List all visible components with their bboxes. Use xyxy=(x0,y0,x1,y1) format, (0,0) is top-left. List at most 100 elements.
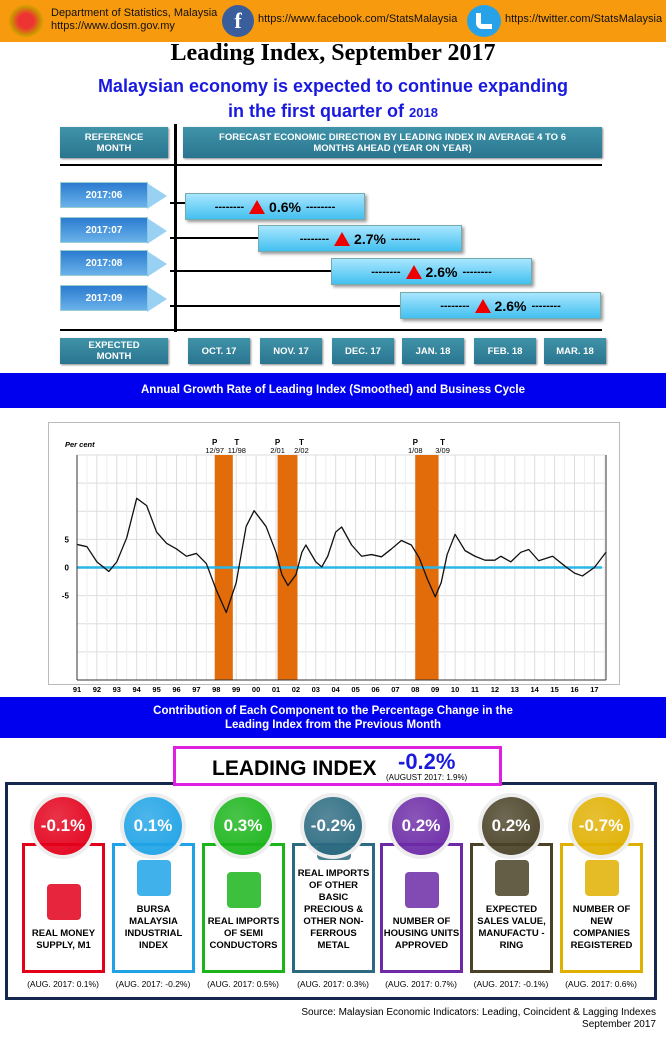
component-card-5: EXPECTED SALES VALUE, MANUFACTU -RING xyxy=(470,843,553,973)
component-card-3: REAL IMPORTS OF OTHER BASIC PRECIOUS & O… xyxy=(292,843,375,973)
page-title: Leading Index, September 2017 xyxy=(170,40,496,66)
x-tick-label: 09 xyxy=(431,685,439,694)
leading-index-box: LEADING INDEX -0.2% (AUGUST 2017: 1.9%) xyxy=(173,746,502,786)
x-tick-label: 91 xyxy=(73,685,81,694)
building-icon xyxy=(584,860,619,896)
x-tick-label: 16 xyxy=(570,685,578,694)
forecast-header: FORECAST ECONOMIC DIRECTION BY LEADING I… xyxy=(183,127,602,158)
x-tick-label: 98 xyxy=(212,685,220,694)
component-name: REAL IMPORTS OF SEMI CONDUCTORS xyxy=(207,916,280,951)
expected-month-0: OCT. 17 xyxy=(188,338,250,364)
dash: -------- xyxy=(371,265,401,278)
reference-month-label: 2017:08 xyxy=(85,257,123,269)
expected-month-3: JAN. 18 xyxy=(402,338,464,364)
twitter-link[interactable]: https://twitter.com/StatsMalaysia xyxy=(505,13,663,25)
subtitle-line2: in the first quarter of xyxy=(228,101,405,121)
chart-frame xyxy=(48,422,620,685)
up-arrow-icon xyxy=(405,264,422,279)
forecast-value: 2.6% xyxy=(494,297,527,314)
component-card-2: REAL IMPORTS OF SEMI CONDUCTORS xyxy=(202,843,285,973)
x-tick-label: 03 xyxy=(312,685,320,694)
forecast-value: 2.7% xyxy=(354,230,386,247)
x-tick-label: 93 xyxy=(113,685,121,694)
x-tick-label: 07 xyxy=(391,685,399,694)
component-previous: (AUG. 2017: 0.5%) xyxy=(207,979,279,989)
divider-horizontal xyxy=(60,329,602,331)
forecast-bar-1: -------- 2.7% -------- xyxy=(258,225,462,252)
leading-index-previous: (AUGUST 2017: 1.9%) xyxy=(386,773,468,782)
coat-of-arms-logo xyxy=(8,4,44,38)
presentation-icon xyxy=(494,860,529,896)
component-previous: (AUG. 2017: 0.6%) xyxy=(565,979,637,989)
org-name: Department of Statistics, Malaysia xyxy=(51,7,218,19)
component-previous: (AUG. 2017: 0.7%) xyxy=(385,979,457,989)
twitter-icon[interactable] xyxy=(467,5,501,37)
x-tick-label: 94 xyxy=(133,685,142,694)
component-card-1: BURSA MALAYSIA INDUSTRIAL INDEX xyxy=(112,843,195,973)
component-name: BURSA MALAYSIA INDUSTRIAL INDEX xyxy=(124,904,183,951)
component-value-badge: -0.1% xyxy=(34,797,92,855)
x-tick-label: 13 xyxy=(511,685,519,694)
peak-date: 2/01 xyxy=(270,446,285,455)
component-name: REAL IMPORTS OF OTHER BASIC PRECIOUS & O… xyxy=(297,868,370,951)
contribution-band: Contribution of Each Component to the Pe… xyxy=(0,697,666,738)
org-website[interactable]: https://www.dosm.gov.my xyxy=(51,20,175,32)
component-name: NUMBER OF NEW COMPANIES REGISTERED xyxy=(570,904,633,951)
series-line xyxy=(76,497,607,614)
contribution-title-line2: Leading Index from the Previous Month xyxy=(225,719,441,731)
component-value-badge: 0.2% xyxy=(482,797,540,855)
facebook-link[interactable]: https://www.facebook.com/StatsMalaysia xyxy=(258,13,458,25)
leading-index-label: LEADING INDEX xyxy=(212,757,377,780)
trough-date: 2/02 xyxy=(294,446,309,455)
x-tick-label: 08 xyxy=(411,685,419,694)
x-tick-label: 01 xyxy=(272,685,280,694)
peak-date: 1/08 xyxy=(408,446,423,455)
peak-label: P xyxy=(212,438,218,447)
dash: -------- xyxy=(305,200,336,213)
reference-month-3: 2017:09 xyxy=(60,285,167,312)
forecast-value: 0.6% xyxy=(269,198,301,215)
reference-month-label: 2017:09 xyxy=(85,292,123,304)
component-value-badge: 0.3% xyxy=(214,797,272,855)
x-tick-label: 10 xyxy=(451,685,459,694)
semiconductor-icon xyxy=(226,872,261,908)
divider-vertical xyxy=(174,124,177,332)
connector-line xyxy=(170,270,331,272)
x-tick-label: 11 xyxy=(471,685,479,694)
expected-month-label: EXPECTED MONTH xyxy=(60,338,168,364)
x-tick-label: 05 xyxy=(351,685,359,694)
component-value-badge: 0.2% xyxy=(392,797,450,855)
x-tick-label: 06 xyxy=(371,685,379,694)
x-tick-label: 92 xyxy=(93,685,101,694)
dash: -------- xyxy=(462,265,492,278)
x-tick-label: 14 xyxy=(531,685,540,694)
x-tick-label: 96 xyxy=(172,685,180,694)
reference-month-2: 2017:08 xyxy=(60,250,167,277)
forecast-value: 2.6% xyxy=(425,263,458,280)
dash: -------- xyxy=(390,232,421,245)
x-tick-label: 15 xyxy=(550,685,558,694)
peak-label: P xyxy=(413,438,419,447)
source-line2: September 2017 xyxy=(582,1019,656,1030)
subtitle-year: 2018 xyxy=(409,105,438,120)
facebook-icon[interactable]: f xyxy=(222,5,254,37)
component-name: NUMBER OF HOUSING UNITS APPROVED xyxy=(383,916,460,951)
dash: -------- xyxy=(299,232,330,245)
forecast-bar-2: -------- 2.6% -------- xyxy=(331,258,532,285)
x-tick-label: 97 xyxy=(192,685,200,694)
reference-month-label: 2017:06 xyxy=(85,189,123,201)
divider-horizontal xyxy=(60,164,602,166)
dash: -------- xyxy=(440,299,470,312)
trough-date: 11/98 xyxy=(228,446,246,455)
connector-line xyxy=(170,202,185,204)
header-banner: Department of Statistics, Malaysia https… xyxy=(0,0,666,42)
x-tick-label: 00 xyxy=(252,685,260,694)
component-previous: (AUG. 2017: 0.3%) xyxy=(297,979,369,989)
expected-month-2: DEC. 17 xyxy=(332,338,394,364)
contribution-title-line1: Contribution of Each Component to the Pe… xyxy=(153,705,513,717)
chart-title-band: Annual Growth Rate of Leading Index (Smo… xyxy=(0,373,666,408)
peak-label: P xyxy=(275,438,281,447)
up-arrow-icon xyxy=(334,231,351,246)
connector-line xyxy=(170,237,258,239)
forecast-bar-3: -------- 2.6% -------- xyxy=(400,292,601,319)
